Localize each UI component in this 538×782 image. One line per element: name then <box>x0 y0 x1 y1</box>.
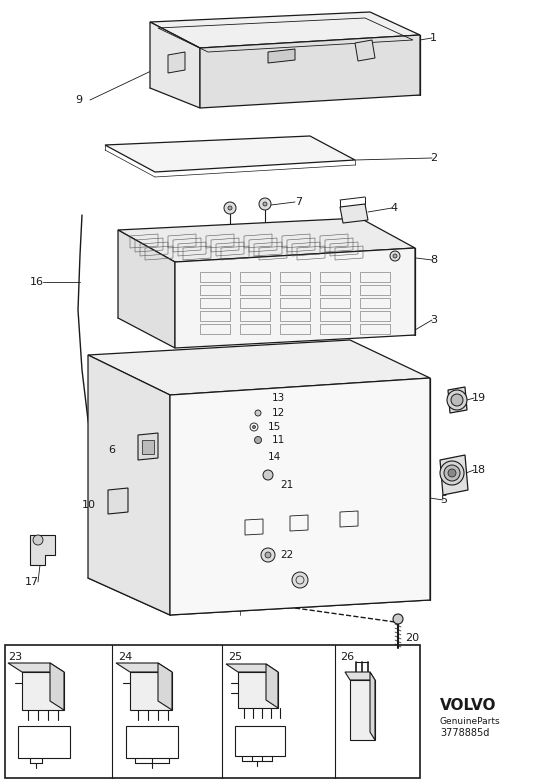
Circle shape <box>259 198 271 210</box>
Polygon shape <box>370 672 375 740</box>
Circle shape <box>228 206 232 210</box>
Polygon shape <box>150 22 200 108</box>
Polygon shape <box>118 230 175 348</box>
Polygon shape <box>355 40 375 61</box>
Polygon shape <box>440 455 468 495</box>
Text: 1: 1 <box>430 33 437 43</box>
Circle shape <box>390 251 400 261</box>
Polygon shape <box>30 535 55 565</box>
Polygon shape <box>168 52 185 73</box>
Polygon shape <box>116 663 172 672</box>
Polygon shape <box>88 355 170 615</box>
Text: 7: 7 <box>295 197 302 207</box>
Bar <box>126 726 178 758</box>
Circle shape <box>224 202 236 214</box>
Polygon shape <box>22 672 64 710</box>
Text: 23: 23 <box>8 652 22 662</box>
Polygon shape <box>88 340 430 395</box>
Text: 15: 15 <box>268 422 281 432</box>
Text: 11: 11 <box>272 435 285 445</box>
Text: 20: 20 <box>405 633 419 643</box>
Text: 3: 3 <box>430 315 437 325</box>
Text: 16: 16 <box>30 277 44 287</box>
Text: 8: 8 <box>430 255 437 265</box>
Circle shape <box>255 410 261 416</box>
Circle shape <box>393 614 403 624</box>
Text: 5: 5 <box>440 495 447 505</box>
Text: 2: 2 <box>430 153 437 163</box>
Bar <box>235 726 285 756</box>
Polygon shape <box>175 248 415 348</box>
Polygon shape <box>200 35 420 108</box>
Circle shape <box>393 254 397 258</box>
Circle shape <box>263 202 267 206</box>
Text: 3778885d: 3778885d <box>440 728 490 738</box>
Circle shape <box>265 552 271 558</box>
Polygon shape <box>158 663 172 710</box>
Polygon shape <box>226 664 278 672</box>
Text: 9: 9 <box>75 95 82 105</box>
Polygon shape <box>345 672 375 680</box>
Polygon shape <box>50 663 64 710</box>
Circle shape <box>448 469 456 477</box>
Polygon shape <box>138 433 158 460</box>
Polygon shape <box>266 664 278 708</box>
Polygon shape <box>118 218 415 262</box>
Text: 17: 17 <box>25 577 39 587</box>
Polygon shape <box>340 204 368 223</box>
Text: 18: 18 <box>472 465 486 475</box>
Polygon shape <box>350 680 375 740</box>
Polygon shape <box>238 672 278 708</box>
Text: 6: 6 <box>108 445 115 455</box>
Circle shape <box>252 425 256 429</box>
Text: 19: 19 <box>472 393 486 403</box>
Circle shape <box>292 572 308 588</box>
Text: 12: 12 <box>272 408 285 418</box>
Circle shape <box>261 548 275 562</box>
Text: 25: 25 <box>228 652 242 662</box>
Circle shape <box>440 461 464 485</box>
Polygon shape <box>8 663 64 672</box>
Circle shape <box>33 535 43 545</box>
Circle shape <box>263 470 273 480</box>
Polygon shape <box>268 49 295 63</box>
Bar <box>5 645 420 778</box>
Circle shape <box>447 390 467 410</box>
Text: VOLVO: VOLVO <box>440 698 497 713</box>
Bar <box>18 726 70 758</box>
Polygon shape <box>448 387 467 413</box>
Polygon shape <box>105 136 355 172</box>
Text: 10: 10 <box>82 500 96 510</box>
Text: GenuineParts: GenuineParts <box>440 718 501 726</box>
Text: 4: 4 <box>390 203 397 213</box>
Polygon shape <box>108 488 128 514</box>
Text: 21: 21 <box>280 480 293 490</box>
Polygon shape <box>150 12 420 48</box>
Bar <box>142 440 154 454</box>
Polygon shape <box>130 672 172 710</box>
Text: 14: 14 <box>268 452 281 462</box>
Circle shape <box>254 436 261 443</box>
Text: 24: 24 <box>118 652 132 662</box>
Circle shape <box>451 394 463 406</box>
Text: 26: 26 <box>340 652 354 662</box>
Circle shape <box>444 465 460 481</box>
Text: 13: 13 <box>272 393 285 403</box>
Polygon shape <box>170 378 430 615</box>
Text: 22: 22 <box>280 550 293 560</box>
